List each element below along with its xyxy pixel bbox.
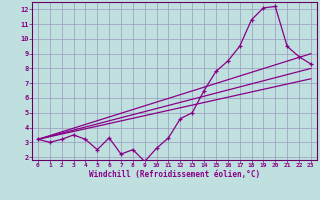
X-axis label: Windchill (Refroidissement éolien,°C): Windchill (Refroidissement éolien,°C): [89, 170, 260, 179]
